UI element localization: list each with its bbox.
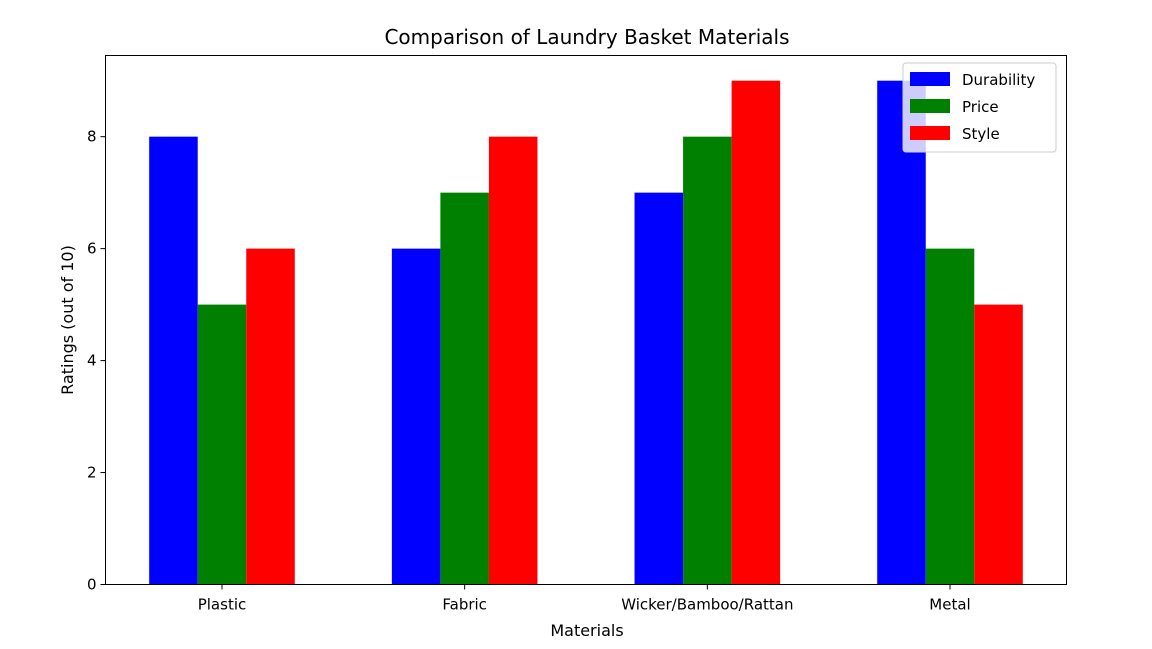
legend: Durability Price Style (902, 62, 1057, 153)
bar-price-fabric (440, 192, 489, 585)
legend-swatch-price (910, 99, 950, 113)
y-tick-label: 0 (87, 576, 97, 594)
y-tick-label: 6 (87, 240, 97, 258)
x-tick-label: Wicker/Bamboo/Rattan (621, 596, 793, 614)
x-tick-label: Fabric (442, 596, 487, 614)
x-tick-label: Plastic (198, 596, 247, 614)
bar-price-metal (925, 248, 975, 585)
y-axis-label: Ratings (out of 10) (58, 245, 77, 395)
x-axis-label: Materials (550, 621, 623, 640)
legend-swatch-durability (910, 72, 950, 86)
bar-durability-fabric (391, 248, 441, 585)
x-axis: Plastic Fabric Wicker/Bamboo/Rattan Metal (198, 584, 971, 614)
bar-style-plastic (246, 248, 295, 585)
legend-swatch-style (910, 126, 950, 140)
bar-style-wicker-bamboo-rattan (731, 80, 781, 585)
bar-style-fabric (488, 136, 538, 585)
legend-label-price: Price (962, 98, 999, 116)
x-tick-label: Metal (929, 596, 970, 614)
bar-durability-plastic (149, 136, 198, 585)
bar-price-plastic (197, 304, 247, 585)
y-tick-label: 4 (87, 352, 97, 370)
bar-price-wicker-bamboo-rattan (683, 136, 732, 585)
chart-title: Comparison of Laundry Basket Materials (384, 25, 789, 49)
y-axis: 0 2 4 6 8 (87, 128, 106, 594)
bar-durability-wicker-bamboo-rattan (634, 192, 684, 585)
y-tick-label: 2 (87, 464, 97, 482)
bar-style-metal (974, 304, 1023, 585)
bar-durability-metal (877, 80, 926, 585)
plot-frame (105, 55, 1067, 585)
y-tick-label: 8 (87, 128, 97, 146)
bars (149, 80, 1023, 585)
legend-label-durability: Durability (962, 71, 1035, 89)
legend-label-style: Style (962, 125, 1000, 143)
